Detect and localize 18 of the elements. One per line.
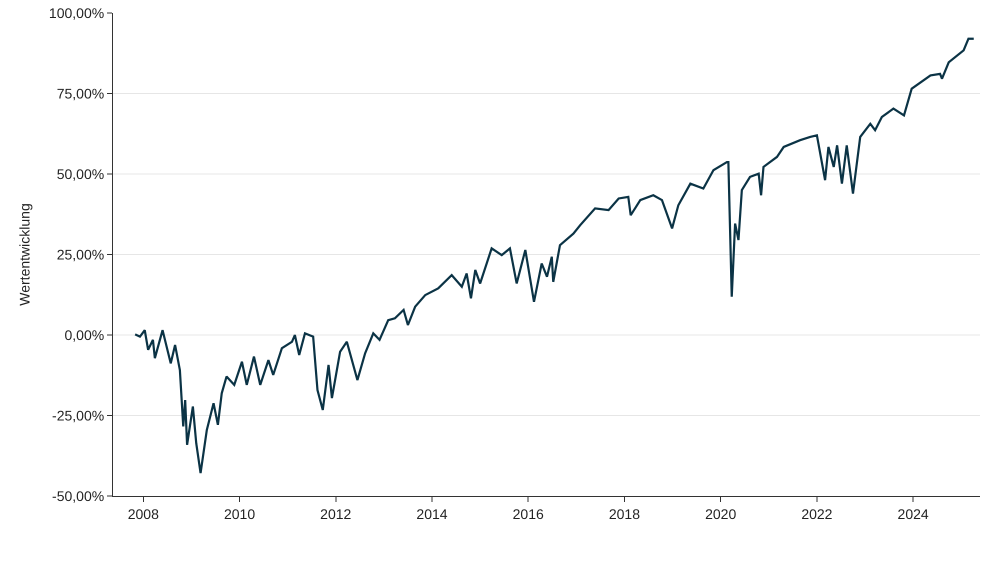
x-tick-label: 2010 (224, 506, 256, 522)
x-tick-label: 2008 (128, 506, 160, 522)
x-tick-label: 2018 (608, 506, 640, 522)
y-tick-label: 100,00% (48, 4, 104, 21)
x-tick-label: 2016 (512, 506, 544, 522)
y-tick-label: -50,00% (52, 488, 104, 504)
x-tick-label: 2022 (801, 506, 833, 522)
y-tick-label: 0,00% (64, 326, 104, 343)
y-tick-label: 75,00% (56, 85, 104, 102)
y-axis-title: Wertentwicklung (16, 203, 33, 306)
x-tick-label: 2024 (898, 506, 929, 522)
x-tick-label: 2014 (416, 506, 448, 522)
line-series (134, 38, 975, 474)
y-tick-label: 25,00% (56, 246, 104, 262)
y-tick-label: 50,00% (56, 166, 104, 182)
x-tick-label: 2012 (320, 506, 352, 522)
y-tick-label: -25,00% (52, 407, 104, 424)
x-tick-label: 2020 (705, 506, 736, 522)
